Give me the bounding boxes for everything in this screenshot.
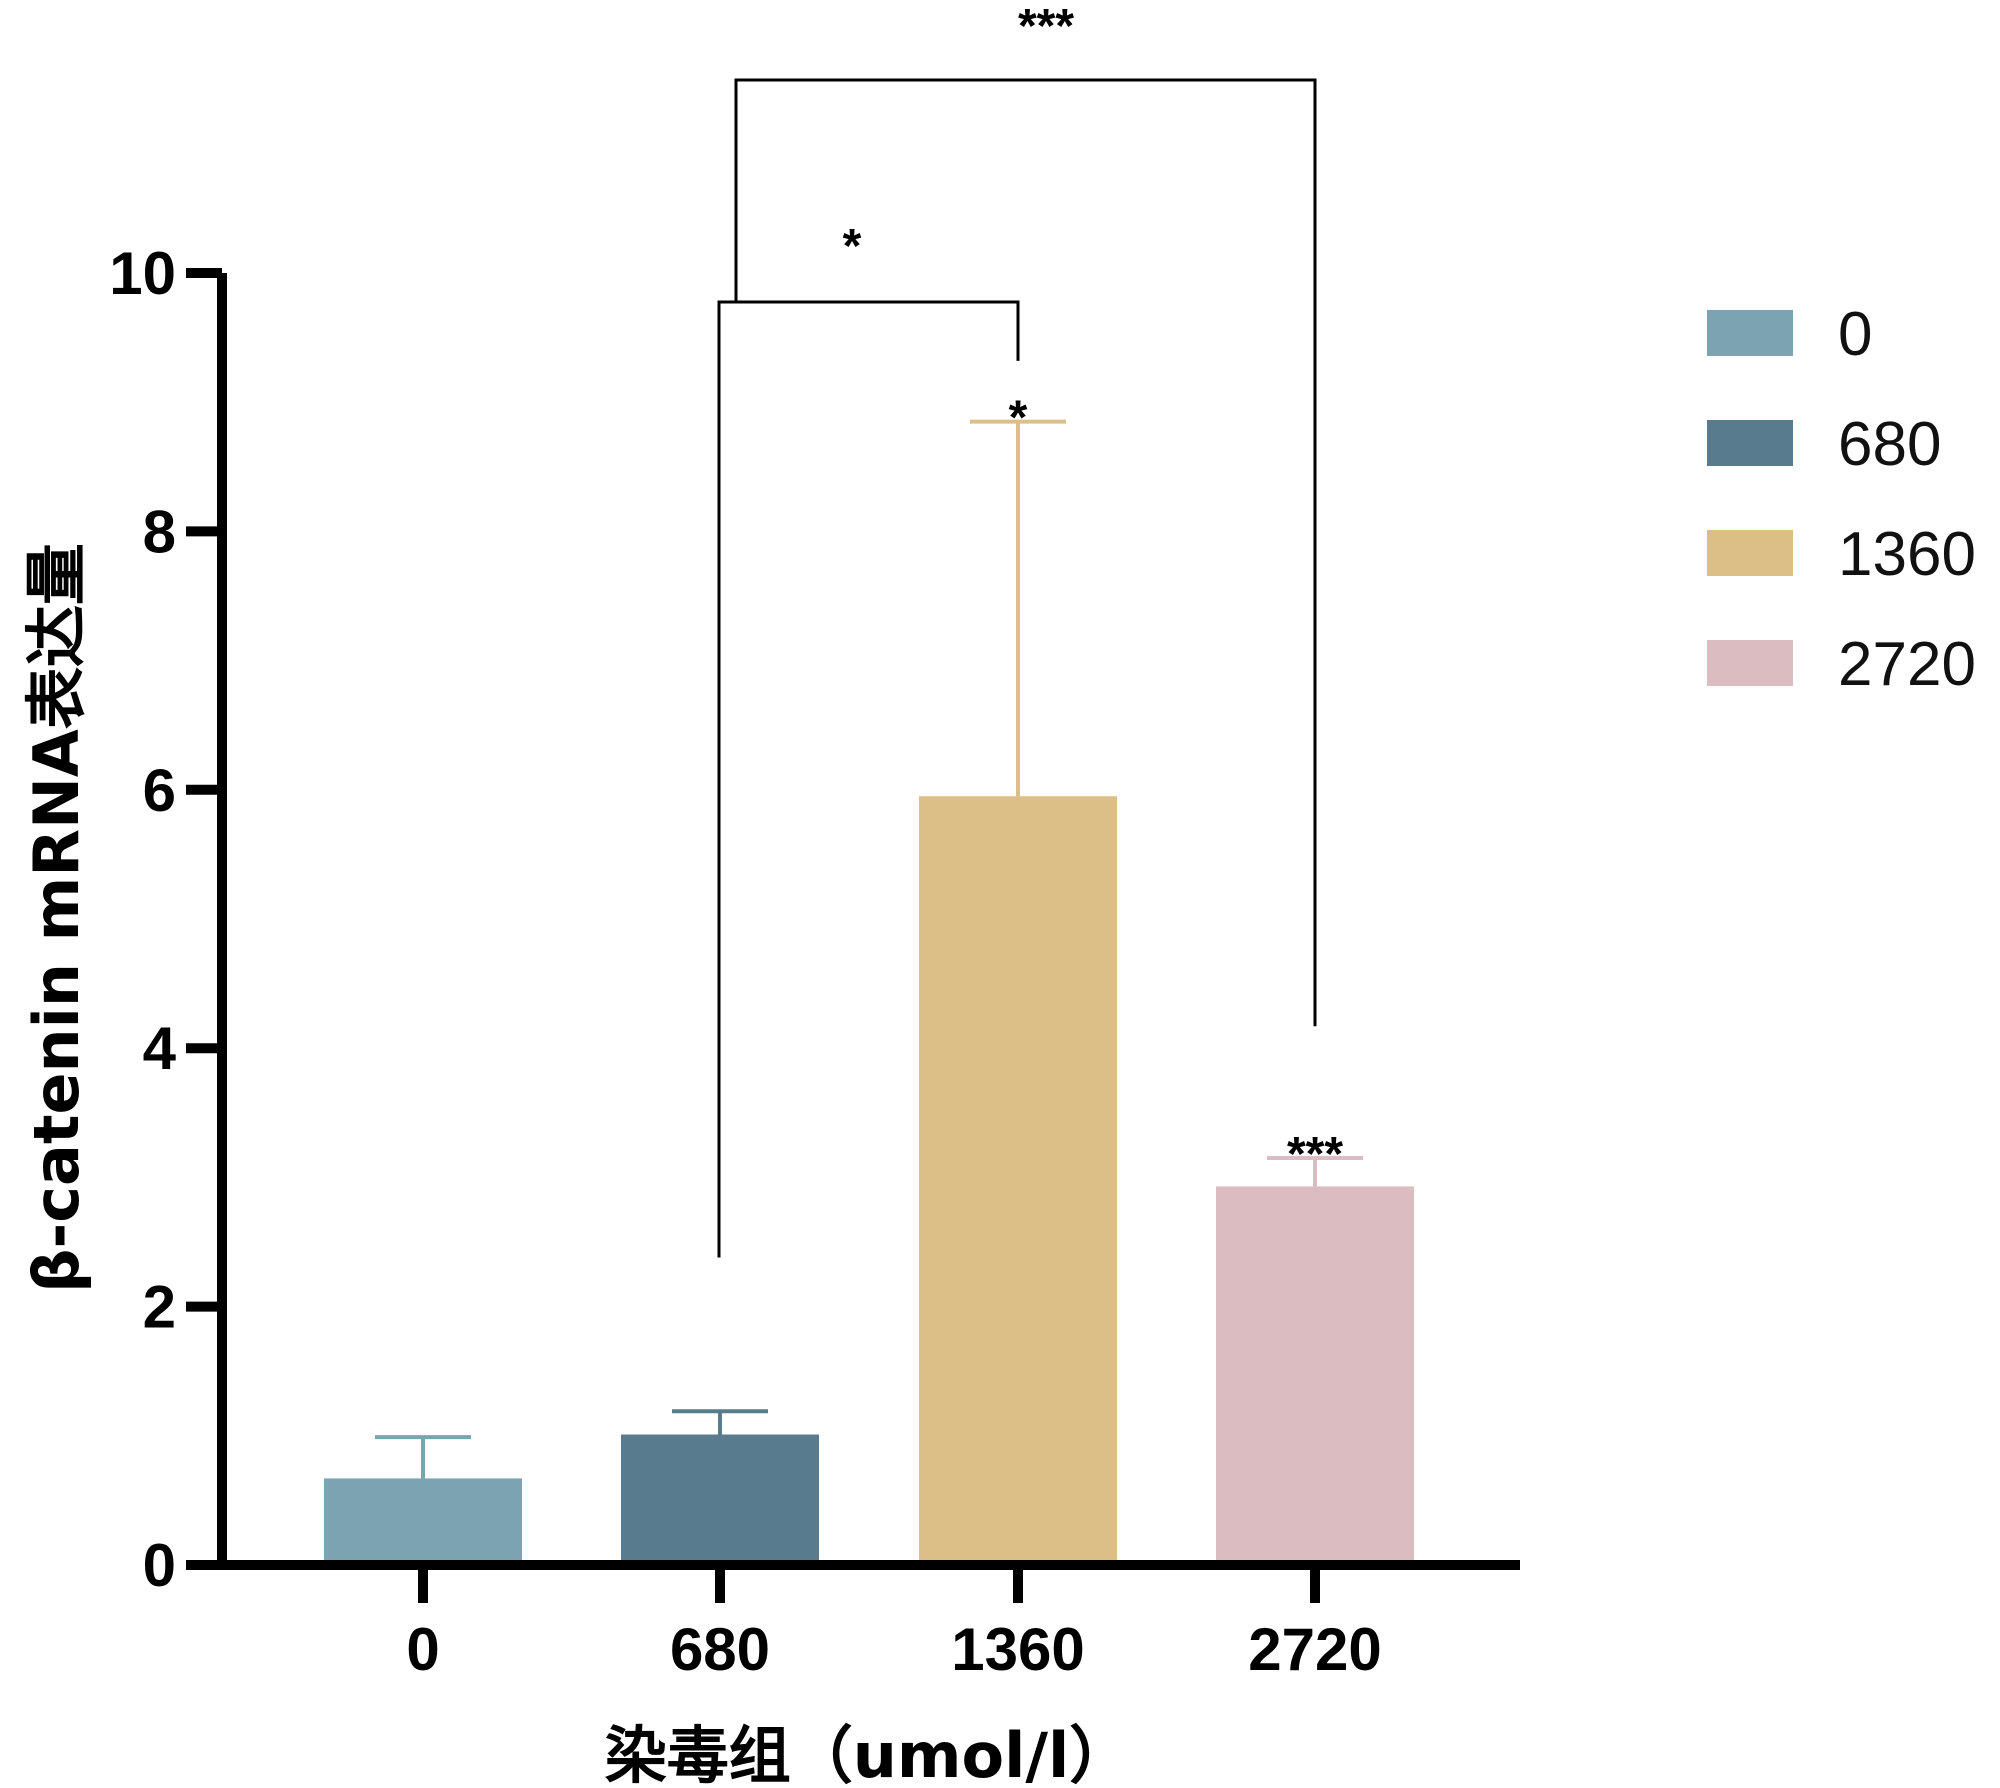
y-tick-label-2: 2 [143,1274,176,1341]
legend-label-1360: 1360 [1838,520,1976,589]
bar-significance-2720: *** [1287,1128,1343,1181]
bars-layer [324,796,1414,1565]
error-bars-layer: **** [375,392,1363,1479]
y-tick-label-6: 6 [143,757,176,824]
bracket-680-2720 [734,78,1317,1027]
bar-2720 [1216,1186,1414,1565]
bar-1360 [919,796,1117,1565]
x-ticks-layer: 0 680 1360 2720 [406,1565,1382,1683]
legend-label-2720: 2720 [1838,630,1976,699]
bar-significance-1360: * [1009,392,1028,445]
x-tick-label-2720: 2720 [1248,1616,1381,1683]
legend-swatch-1360 [1707,530,1793,576]
y-ticks-layer: 0 2 4 6 8 10 [109,240,222,1599]
bar-0 [324,1478,522,1565]
y-tick-label-0: 0 [143,1532,176,1599]
bar-680 [621,1434,819,1565]
y-tick-label-10: 10 [109,240,176,307]
x-tick-label-1360: 1360 [951,1616,1084,1683]
bracket-680-1360 [717,300,1020,1258]
legend-swatch-0 [1707,310,1793,356]
x-axis-title: 染毒组（umol/l） [605,1719,1132,1788]
legend-label-0: 0 [1838,300,1872,369]
legend: 0 680 1360 2720 [1707,300,1976,699]
y-axis-title: β-catenin mRNA表达量 [20,543,93,1293]
legend-swatch-680 [1707,420,1793,466]
y-tick-label-4: 4 [143,1015,177,1082]
x-tick-label-0: 0 [406,1616,439,1683]
legend-swatch-2720 [1707,640,1793,686]
y-tick-label-8: 8 [143,498,176,565]
bracket-label-680-2720: *** [1018,0,1074,53]
x-tick-label-680: 680 [670,1616,770,1683]
significance-brackets-layer: **** [717,0,1317,1258]
bracket-label-680-1360: * [843,220,862,273]
legend-label-680: 680 [1838,410,1941,479]
